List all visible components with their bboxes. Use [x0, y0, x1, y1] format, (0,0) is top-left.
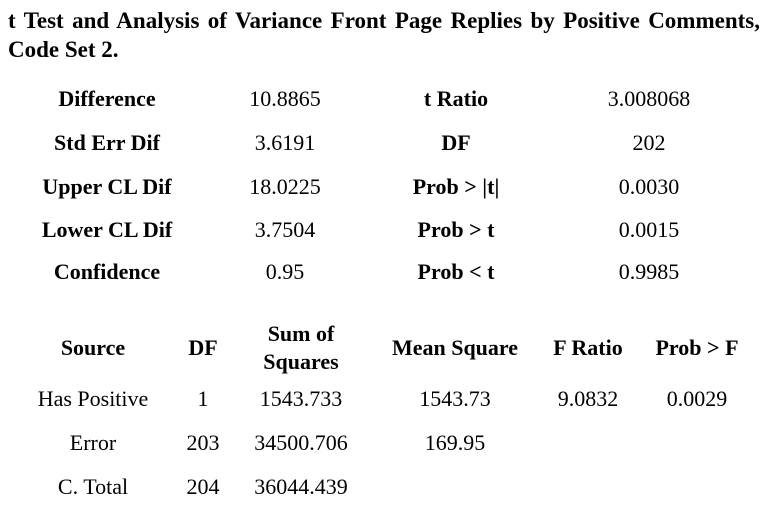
anova-ss-error: 34500.706 — [254, 430, 348, 455]
t-test-label-upper-cl-dif: Upper CL Dif — [42, 174, 172, 199]
t-test-label-df: DF — [441, 130, 471, 155]
anova-df-has-positive: 1 — [197, 386, 209, 411]
t-test-label-confidence: Confidence — [53, 259, 161, 284]
t-test-label-t-ratio: t Ratio — [423, 86, 489, 111]
anova-header-source: Source — [60, 335, 126, 360]
t-test-value-prob-gt-t: 0.0015 — [618, 217, 680, 242]
t-test-label-std-err-dif: Std Err Dif — [54, 130, 160, 155]
t-test-label-prob-gt-t: Prob > t — [417, 217, 495, 242]
anova-f-has-positive: 9.0832 — [557, 386, 619, 411]
anova-header-prob-gt-f: Prob > F — [655, 335, 739, 360]
anova-df-error: 203 — [186, 430, 220, 455]
anova-df-c-total: 204 — [186, 474, 220, 499]
t-test-value-t-ratio: 3.008068 — [607, 86, 691, 111]
t-test-label-lower-cl-dif: Lower CL Dif — [41, 217, 173, 242]
table-caption: t Test and Analysis of Variance Front Pa… — [8, 8, 760, 62]
anova-p-has-positive: 0.0029 — [666, 386, 728, 411]
t-test-value-prob-abs-t: 0.0030 — [618, 174, 680, 199]
t-test-label-prob-lt-t: Prob < t — [417, 259, 495, 284]
anova-ms-has-positive: 1543.73 — [419, 386, 491, 411]
anova-header-df: DF — [188, 335, 218, 360]
t-test-value-confidence: 0.95 — [265, 259, 305, 284]
anova-header-ss-line2: Squares — [263, 349, 339, 374]
t-test-value-prob-lt-t: 0.9985 — [618, 259, 680, 284]
anova-ss-c-total: 36044.439 — [254, 474, 348, 499]
t-test-value-df: 202 — [632, 130, 666, 155]
anova-header-mean-square: Mean Square — [391, 335, 519, 360]
t-test-value-difference: 10.8865 — [249, 86, 321, 111]
t-test-value-upper-cl-dif: 18.0225 — [249, 174, 321, 199]
anova-header-f-ratio: F Ratio — [553, 335, 623, 360]
anova-header-ss-line1: Sum of — [267, 321, 335, 346]
anova-ss-has-positive: 1543.733 — [259, 386, 343, 411]
anova-ms-error: 169.95 — [424, 430, 486, 455]
anova-source-error: Error — [69, 430, 117, 455]
anova-source-c-total: C. Total — [57, 474, 129, 499]
anova-source-has-positive: Has Positive — [37, 386, 149, 411]
anova-header-sum-of-squares: Sum of Squares — [263, 320, 338, 376]
t-test-value-lower-cl-dif: 3.7504 — [254, 217, 316, 242]
t-test-label-prob-abs-t: Prob > |t| — [412, 174, 500, 199]
t-test-label-difference: Difference — [58, 86, 156, 111]
t-test-value-std-err-dif: 3.6191 — [254, 130, 316, 155]
